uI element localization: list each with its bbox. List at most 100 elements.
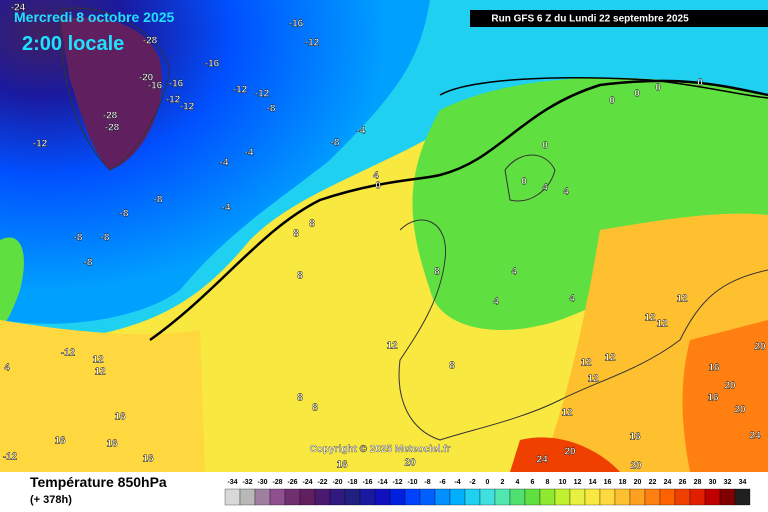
scale-swatch bbox=[224, 488, 241, 506]
contour-label: 0 bbox=[634, 89, 640, 100]
contour-label: -8 bbox=[74, 233, 83, 244]
scale-label: 32 bbox=[724, 479, 732, 486]
scale-label: 18 bbox=[619, 479, 627, 486]
contour-label: -4 bbox=[220, 158, 229, 169]
scale-swatch bbox=[554, 488, 571, 506]
contour-label: -8 bbox=[331, 138, 340, 149]
scale-label: -10 bbox=[407, 479, 417, 486]
contour-label: -8 bbox=[101, 233, 110, 244]
scale-label: -16 bbox=[362, 479, 372, 486]
scale-label: 10 bbox=[559, 479, 567, 486]
scale-label: 34 bbox=[739, 479, 747, 486]
scale-swatch bbox=[449, 488, 466, 506]
contour-label: -8 bbox=[84, 258, 93, 269]
scale-label: 28 bbox=[694, 479, 702, 486]
contour-label: 12 bbox=[656, 319, 668, 330]
contour-label: -8 bbox=[154, 195, 163, 206]
coastline bbox=[398, 219, 768, 441]
scale-swatch bbox=[389, 488, 406, 506]
contour-label: -4 bbox=[357, 126, 366, 137]
contour-label: -4 bbox=[222, 203, 231, 214]
scale-swatch bbox=[689, 488, 706, 506]
scale-label: 26 bbox=[679, 479, 687, 486]
scale-label: 16 bbox=[604, 479, 612, 486]
contour-label: -16 bbox=[169, 79, 184, 90]
contour-label: -16 bbox=[148, 81, 163, 92]
scale-label: -18 bbox=[347, 479, 357, 486]
scale-label: -2 bbox=[469, 479, 475, 486]
scale-label: 8 bbox=[546, 479, 550, 486]
scale-label: -24 bbox=[302, 479, 312, 486]
contour-label: -4 bbox=[245, 148, 254, 159]
contour-label: -12 bbox=[305, 38, 320, 49]
contour-label: 16 bbox=[142, 454, 154, 465]
contour-label: 16 bbox=[336, 460, 348, 471]
scale-label: -20 bbox=[332, 479, 342, 486]
contour-label: -12 bbox=[166, 95, 181, 106]
scale-swatch bbox=[479, 488, 496, 506]
contour-label: 12 bbox=[386, 341, 398, 352]
scale-swatch bbox=[599, 488, 616, 506]
contour-label: 20 bbox=[734, 405, 746, 416]
contour-label: 0 bbox=[609, 96, 615, 107]
scale-label: -6 bbox=[439, 479, 445, 486]
contour-label: -24 bbox=[11, 3, 26, 14]
contour-label: 4 bbox=[542, 183, 548, 194]
scale-swatch bbox=[374, 488, 391, 506]
contour-label: -8 bbox=[267, 104, 276, 115]
contour-label: 0 bbox=[697, 78, 703, 89]
contour-label: 20 bbox=[630, 461, 642, 472]
contour-label: 24 bbox=[749, 431, 761, 442]
contour-label: 4 bbox=[563, 187, 569, 198]
contour-label: 0 bbox=[655, 83, 661, 94]
run-banner bbox=[470, 10, 768, 27]
contour-label: 12 bbox=[94, 367, 106, 378]
contour-label: -12 bbox=[3, 452, 18, 463]
scale-label: 2 bbox=[501, 479, 505, 486]
contour-label: 0 bbox=[542, 141, 548, 152]
contour-label: 16 bbox=[114, 412, 126, 423]
scale-label: -4 bbox=[454, 479, 460, 486]
contour-label: -12 bbox=[33, 139, 48, 150]
scale-swatch bbox=[569, 488, 586, 506]
west-green bbox=[0, 237, 24, 330]
contour-label: 12 bbox=[676, 294, 688, 305]
contour-label: -16 bbox=[205, 59, 220, 70]
contour-label: 16 bbox=[708, 363, 720, 374]
contour-label: 0 bbox=[375, 181, 381, 192]
scale-label: -12 bbox=[392, 479, 402, 486]
contour-label: 12 bbox=[587, 374, 599, 385]
scale-label: -30 bbox=[257, 479, 267, 486]
contour-label: 16 bbox=[54, 436, 66, 447]
scale-swatch bbox=[434, 488, 451, 506]
contour-label: 4 bbox=[493, 297, 499, 308]
contour-label: -28 bbox=[143, 36, 158, 47]
scale-swatch bbox=[524, 488, 541, 506]
scale-swatch bbox=[419, 488, 436, 506]
scale-swatch bbox=[314, 488, 331, 506]
scale-label: 30 bbox=[709, 479, 717, 486]
scale-swatch bbox=[644, 488, 661, 506]
contour-label: 8 bbox=[297, 393, 303, 404]
hot-zone bbox=[682, 320, 768, 472]
scale-label: 22 bbox=[649, 479, 657, 486]
contour-label: -16 bbox=[289, 19, 304, 30]
scale-swatch bbox=[719, 488, 736, 506]
contour-label: 8 bbox=[312, 403, 318, 414]
scale-label: -32 bbox=[242, 479, 252, 486]
contour-label: -12 bbox=[233, 85, 248, 96]
contour-label: 8 bbox=[297, 271, 303, 282]
field-title: Température 850hPa bbox=[30, 474, 167, 490]
scale-swatch bbox=[404, 488, 421, 506]
scale-swatch bbox=[539, 488, 556, 506]
scale-label: 4 bbox=[516, 479, 520, 486]
contour-label: 20 bbox=[724, 381, 736, 392]
coastline bbox=[59, 7, 171, 171]
valid-date: Mercredi 8 octobre 2025 bbox=[14, 9, 175, 25]
scale-swatch bbox=[344, 488, 361, 506]
scale-swatch bbox=[299, 488, 316, 506]
scale-swatch bbox=[269, 488, 286, 506]
scale-label: 20 bbox=[634, 479, 642, 486]
contour-label: 12 bbox=[92, 355, 104, 366]
